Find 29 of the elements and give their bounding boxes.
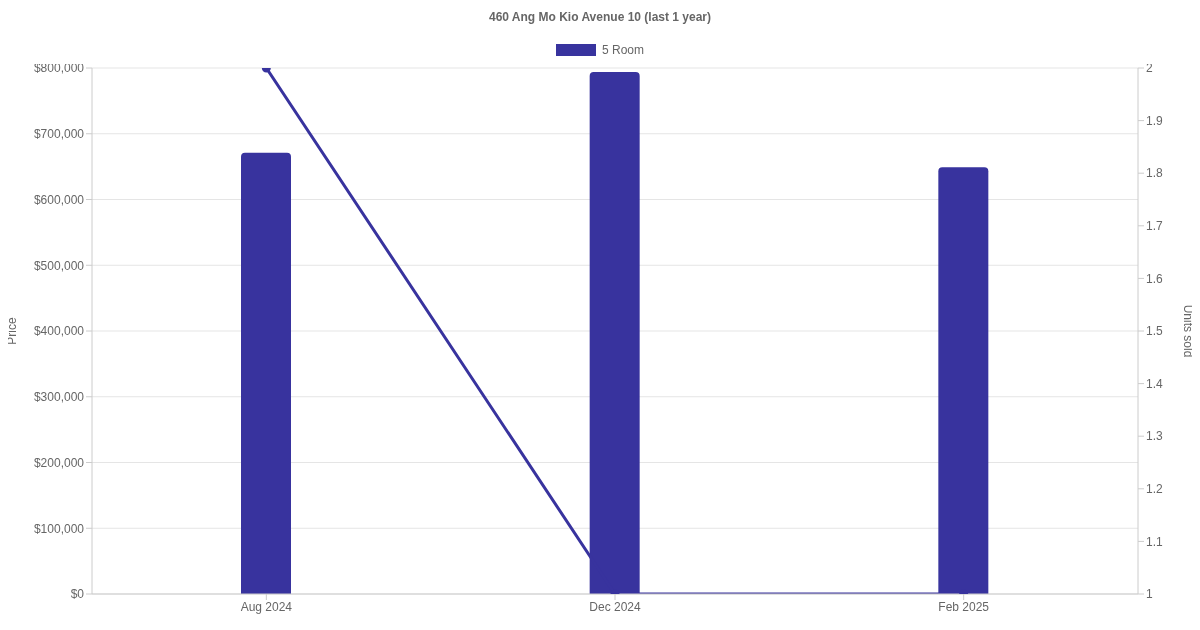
x-tick-label: Dec 2024	[589, 599, 642, 614]
y2-tick-label: 1.4	[1146, 376, 1164, 391]
y2-tick-label: 1	[1146, 587, 1153, 602]
bar	[241, 152, 291, 594]
y-tick-label: $0	[70, 587, 85, 602]
y-tick-label: $600,000	[33, 192, 85, 207]
y-tick-label: $500,000	[33, 258, 85, 273]
y2-tick-label: 1.3	[1146, 429, 1164, 444]
x-tick-label: Feb 2025	[938, 599, 990, 614]
y2-tick-label: 2	[1146, 61, 1153, 76]
x-tick-label: Aug 2024	[240, 599, 293, 614]
y-axis-title: Price	[5, 317, 20, 345]
y2-axis-title: Units sold	[1180, 304, 1195, 358]
y2-tick-label: 1.5	[1146, 324, 1164, 339]
y2-tick-label: 1.6	[1146, 271, 1164, 286]
y-tick-label: $200,000	[33, 455, 85, 470]
y-tick-label: $700,000	[33, 127, 85, 142]
y2-tick-label: 1.8	[1146, 166, 1164, 181]
y2-tick-label: 1.2	[1146, 482, 1164, 497]
y-tick-label: $300,000	[33, 390, 85, 405]
y-tick-label: $800,000	[33, 61, 85, 76]
y2-tick-label: 1.1	[1146, 534, 1164, 549]
y-tick-label: $400,000	[33, 324, 85, 339]
y2-tick-label: 1.9	[1146, 113, 1164, 128]
chart-title: 460 Ang Mo Kio Avenue 10 (last 1 year)	[487, 9, 713, 26]
legend-label: 5 Room	[601, 43, 645, 57]
y-tick-label: $100,000	[33, 521, 85, 536]
y2-tick-label: 1.7	[1146, 219, 1164, 234]
bar	[938, 167, 989, 594]
